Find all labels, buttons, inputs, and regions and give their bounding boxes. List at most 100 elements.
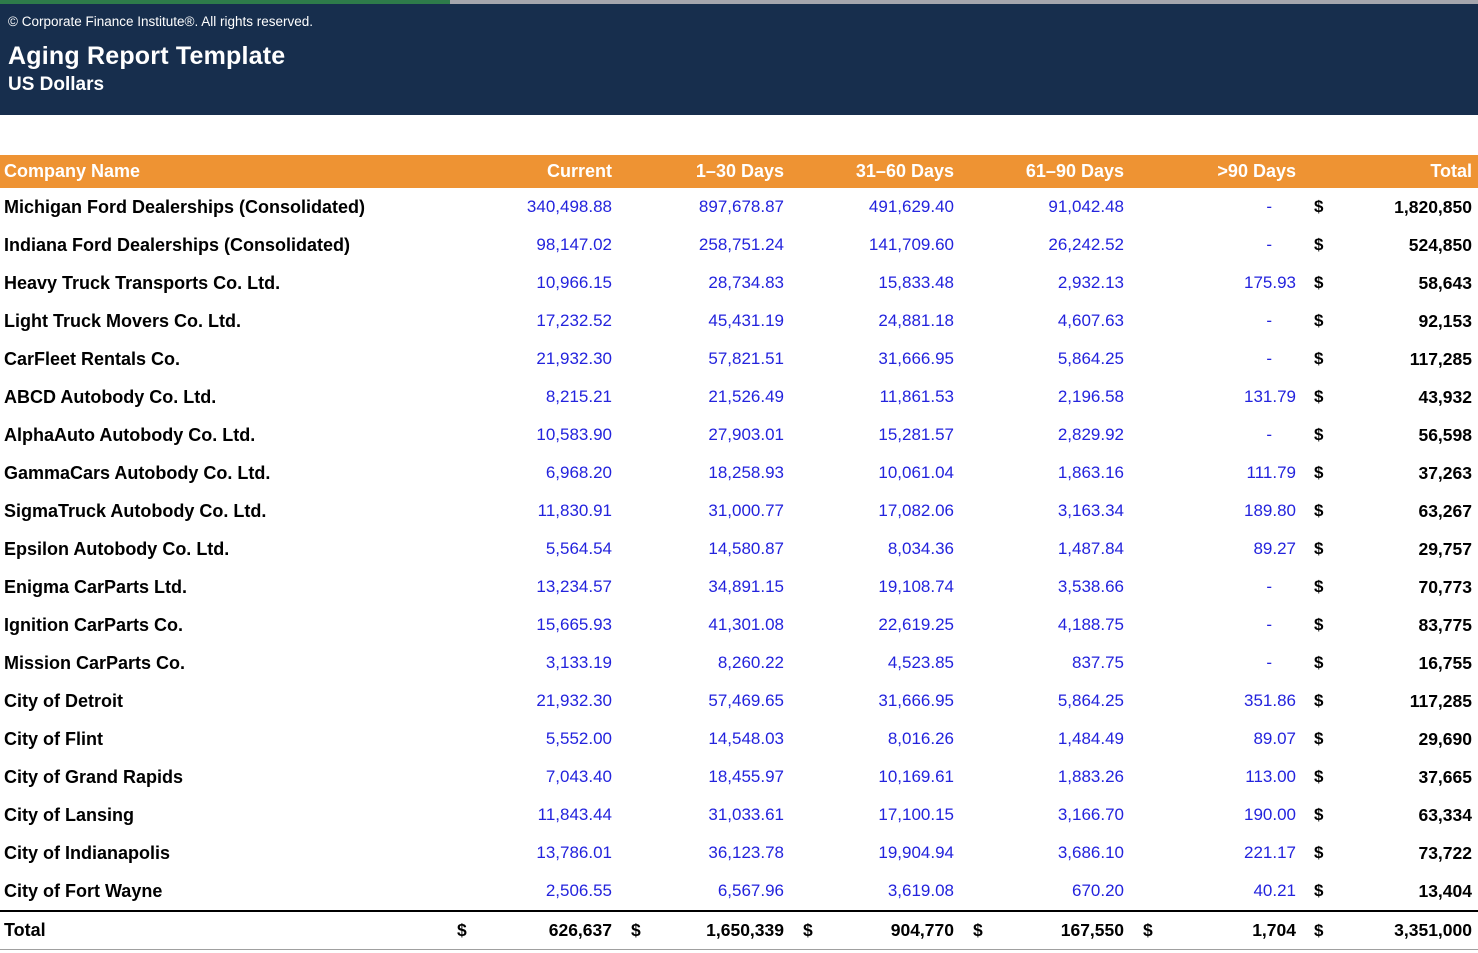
company-name-cell[interactable]: City of Lansing: [0, 805, 444, 826]
days-31-60-cell[interactable]: 11,861.53: [790, 387, 960, 407]
days-31-60-cell[interactable]: 8,016.26: [790, 729, 960, 749]
current-cell[interactable]: 7,043.40: [444, 767, 618, 787]
current-cell[interactable]: 5,564.54: [444, 539, 618, 559]
total-current-cell[interactable]: $ 626,637: [444, 920, 618, 941]
days-61-90-cell[interactable]: 1,484.49: [960, 729, 1130, 749]
days-31-60-cell[interactable]: 4,523.85: [790, 653, 960, 673]
days-61-90-cell[interactable]: 1,883.26: [960, 767, 1130, 787]
days-90-plus-cell[interactable]: 40.21: [1130, 881, 1302, 901]
company-name-cell[interactable]: AlphaAuto Autobody Co. Ltd.: [0, 425, 444, 446]
row-total-cell[interactable]: 56,598: [1336, 425, 1478, 446]
row-total-cell[interactable]: 1,820,850: [1336, 197, 1478, 218]
days-90-plus-cell[interactable]: 131.79: [1130, 387, 1302, 407]
header-90-plus-days[interactable]: >90 Days: [1130, 161, 1302, 182]
current-cell[interactable]: 10,966.15: [444, 273, 618, 293]
row-total-cell[interactable]: 63,334: [1336, 805, 1478, 826]
days-1-30-cell[interactable]: 14,580.87: [618, 539, 790, 559]
days-61-90-cell[interactable]: 3,163.34: [960, 501, 1130, 521]
current-cell[interactable]: 17,232.52: [444, 311, 618, 331]
current-cell[interactable]: 3,133.19: [444, 653, 618, 673]
header-total[interactable]: Total: [1336, 161, 1478, 182]
days-1-30-cell[interactable]: 18,258.93: [618, 463, 790, 483]
current-cell[interactable]: 13,234.57: [444, 577, 618, 597]
current-cell[interactable]: 15,665.93: [444, 615, 618, 635]
company-name-cell[interactable]: ABCD Autobody Co. Ltd.: [0, 387, 444, 408]
company-name-cell[interactable]: Epsilon Autobody Co. Ltd.: [0, 539, 444, 560]
current-cell[interactable]: 21,932.30: [444, 691, 618, 711]
days-61-90-cell[interactable]: 837.75: [960, 653, 1130, 673]
days-31-60-cell[interactable]: 3,619.08: [790, 881, 960, 901]
days-61-90-cell[interactable]: 26,242.52: [960, 235, 1130, 255]
days-61-90-cell[interactable]: 2,829.92: [960, 425, 1130, 445]
row-total-cell[interactable]: 29,757: [1336, 539, 1478, 560]
company-name-cell[interactable]: City of Detroit: [0, 691, 444, 712]
company-name-cell[interactable]: City of Grand Rapids: [0, 767, 444, 788]
days-1-30-cell[interactable]: 57,821.51: [618, 349, 790, 369]
days-31-60-cell[interactable]: 31,666.95: [790, 349, 960, 369]
total-1-30-cell[interactable]: $ 1,650,339: [618, 920, 790, 941]
row-total-cell[interactable]: 117,285: [1336, 349, 1478, 370]
total-31-60-cell[interactable]: $ 904,770: [790, 920, 960, 941]
current-cell[interactable]: 98,147.02: [444, 235, 618, 255]
days-61-90-cell[interactable]: 5,864.25: [960, 691, 1130, 711]
current-cell[interactable]: 5,552.00: [444, 729, 618, 749]
days-1-30-cell[interactable]: 31,033.61: [618, 805, 790, 825]
current-cell[interactable]: 6,968.20: [444, 463, 618, 483]
company-name-cell[interactable]: City of Fort Wayne: [0, 881, 444, 902]
days-1-30-cell[interactable]: 28,734.83: [618, 273, 790, 293]
days-90-plus-cell[interactable]: -: [1130, 653, 1302, 673]
days-90-plus-cell[interactable]: -: [1130, 235, 1302, 255]
row-total-cell[interactable]: 29,690: [1336, 729, 1478, 750]
company-name-cell[interactable]: SigmaTruck Autobody Co. Ltd.: [0, 501, 444, 522]
row-total-cell[interactable]: 16,755: [1336, 653, 1478, 674]
days-1-30-cell[interactable]: 31,000.77: [618, 501, 790, 521]
days-90-plus-cell[interactable]: 190.00: [1130, 805, 1302, 825]
days-90-plus-cell[interactable]: -: [1130, 425, 1302, 445]
row-total-cell[interactable]: 37,665: [1336, 767, 1478, 788]
days-90-plus-cell[interactable]: -: [1130, 349, 1302, 369]
days-61-90-cell[interactable]: 3,538.66: [960, 577, 1130, 597]
days-90-plus-cell[interactable]: 175.93: [1130, 273, 1302, 293]
days-90-plus-cell[interactable]: 189.80: [1130, 501, 1302, 521]
days-61-90-cell[interactable]: 91,042.48: [960, 197, 1130, 217]
current-cell[interactable]: 13,786.01: [444, 843, 618, 863]
days-31-60-cell[interactable]: 8,034.36: [790, 539, 960, 559]
company-name-cell[interactable]: City of Indianapolis: [0, 843, 444, 864]
row-total-cell[interactable]: 524,850: [1336, 235, 1478, 256]
row-total-cell[interactable]: 43,932: [1336, 387, 1478, 408]
current-cell[interactable]: 11,830.91: [444, 501, 618, 521]
header-company-name[interactable]: Company Name: [0, 161, 444, 182]
days-61-90-cell[interactable]: 2,196.58: [960, 387, 1130, 407]
current-cell[interactable]: 21,932.30: [444, 349, 618, 369]
total-label[interactable]: Total: [0, 920, 444, 941]
days-90-plus-cell[interactable]: -: [1130, 615, 1302, 635]
days-90-plus-cell[interactable]: 111.79: [1130, 463, 1302, 483]
company-name-cell[interactable]: CarFleet Rentals Co.: [0, 349, 444, 370]
row-total-cell[interactable]: 70,773: [1336, 577, 1478, 598]
days-90-plus-cell[interactable]: 89.07: [1130, 729, 1302, 749]
current-cell[interactable]: 8,215.21: [444, 387, 618, 407]
days-1-30-cell[interactable]: 34,891.15: [618, 577, 790, 597]
row-total-cell[interactable]: 117,285: [1336, 691, 1478, 712]
company-name-cell[interactable]: Enigma CarParts Ltd.: [0, 577, 444, 598]
days-1-30-cell[interactable]: 57,469.65: [618, 691, 790, 711]
current-cell[interactable]: 10,583.90: [444, 425, 618, 445]
company-name-cell[interactable]: Light Truck Movers Co. Ltd.: [0, 311, 444, 332]
company-name-cell[interactable]: Heavy Truck Transports Co. Ltd.: [0, 273, 444, 294]
days-90-plus-cell[interactable]: 351.86: [1130, 691, 1302, 711]
days-1-30-cell[interactable]: 897,678.87: [618, 197, 790, 217]
header-current[interactable]: Current: [444, 161, 618, 182]
row-total-cell[interactable]: 63,267: [1336, 501, 1478, 522]
total-61-90-cell[interactable]: $ 167,550: [960, 920, 1130, 941]
company-name-cell[interactable]: Indiana Ford Dealerships (Consolidated): [0, 235, 444, 256]
days-90-plus-cell[interactable]: -: [1130, 311, 1302, 331]
days-1-30-cell[interactable]: 45,431.19: [618, 311, 790, 331]
days-90-plus-cell[interactable]: -: [1130, 577, 1302, 597]
days-61-90-cell[interactable]: 5,864.25: [960, 349, 1130, 369]
days-90-plus-cell[interactable]: 113.00: [1130, 767, 1302, 787]
days-90-plus-cell[interactable]: 221.17: [1130, 843, 1302, 863]
current-cell[interactable]: 11,843.44: [444, 805, 618, 825]
days-31-60-cell[interactable]: 19,904.94: [790, 843, 960, 863]
grand-total-value[interactable]: 3,351,000: [1336, 920, 1478, 941]
header-1-30-days[interactable]: 1–30 Days: [618, 161, 790, 182]
